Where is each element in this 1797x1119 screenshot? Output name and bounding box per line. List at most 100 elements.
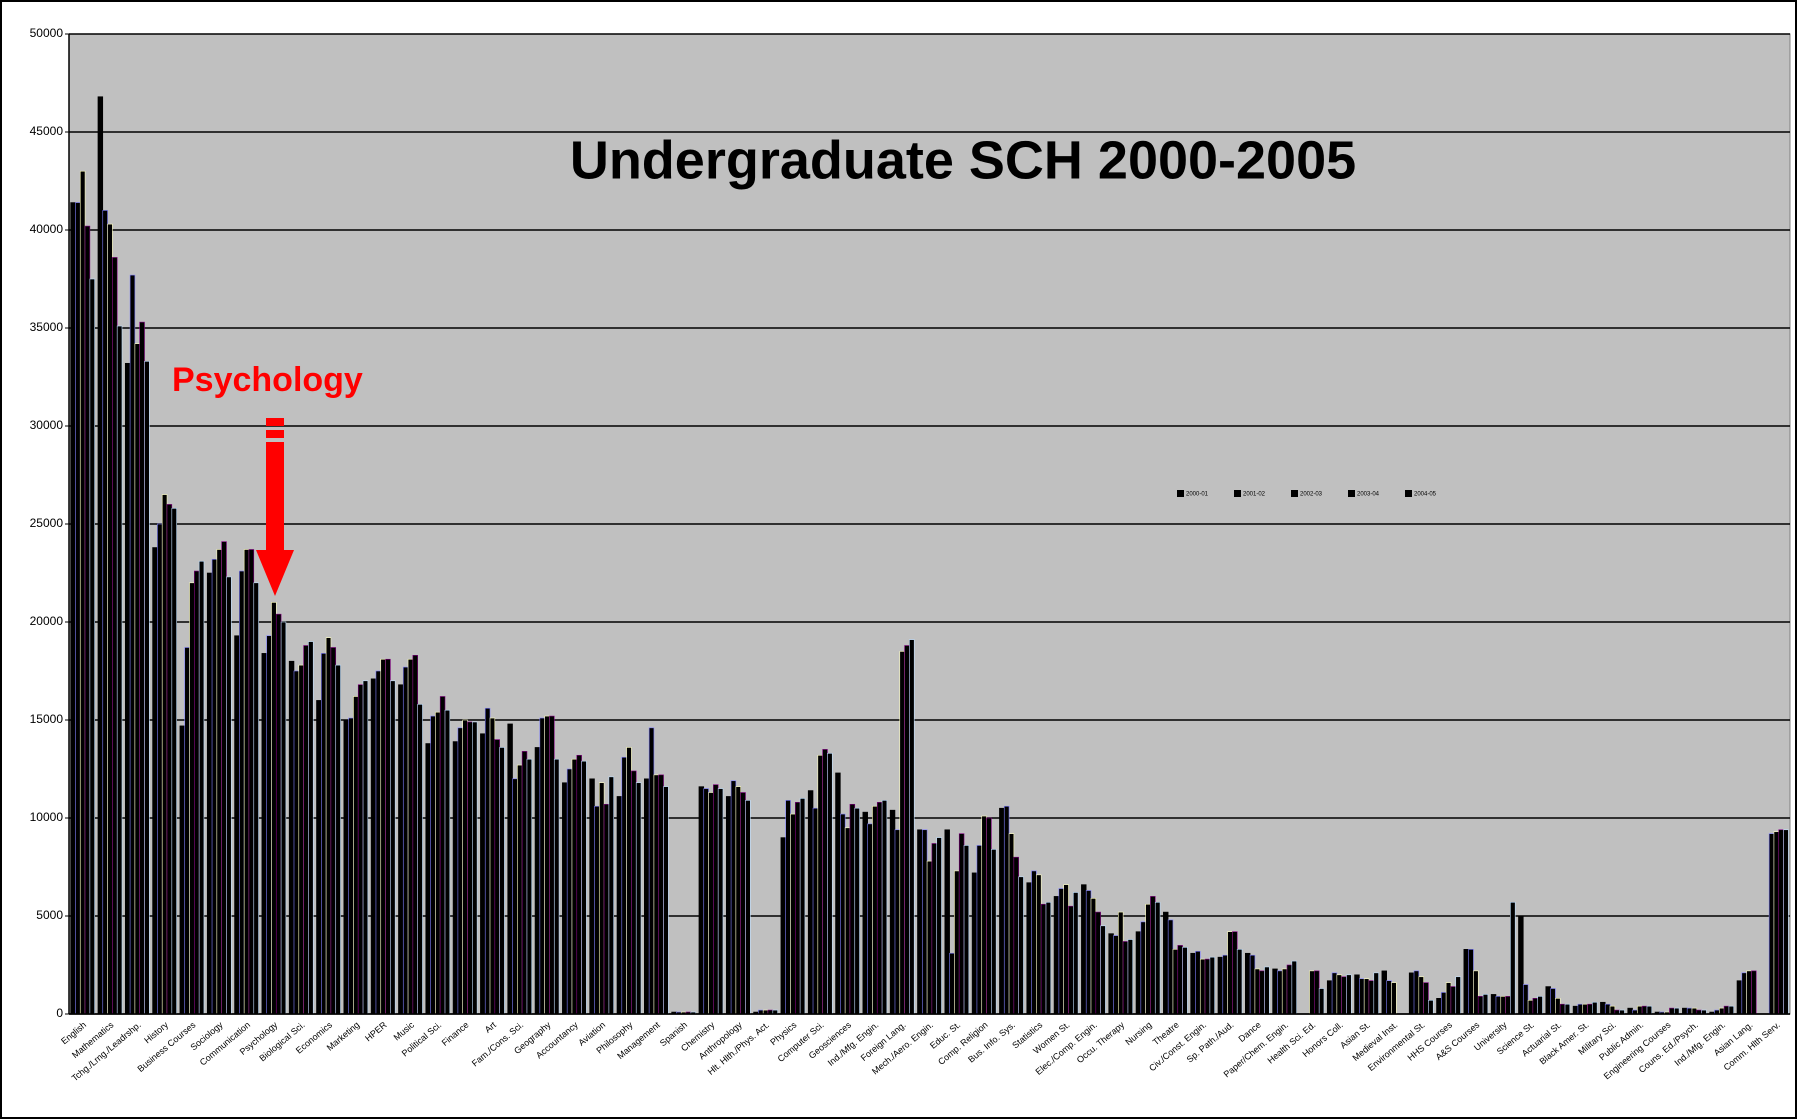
bar bbox=[1609, 1005, 1616, 1015]
bar bbox=[1341, 976, 1347, 1015]
legend-label: 2002-03 bbox=[1300, 492, 1323, 498]
bar bbox=[1641, 1005, 1648, 1015]
bar bbox=[226, 576, 232, 1015]
bar bbox=[594, 805, 600, 1015]
y-tick-label: 25000 bbox=[30, 516, 64, 530]
bar bbox=[562, 782, 568, 1015]
bar bbox=[1236, 949, 1243, 1015]
bar bbox=[412, 655, 418, 1015]
bar bbox=[608, 776, 615, 1015]
bar bbox=[658, 774, 664, 1015]
bar bbox=[166, 504, 173, 1015]
bar bbox=[362, 680, 369, 1015]
bar bbox=[1495, 996, 1502, 1015]
bar bbox=[298, 664, 304, 1015]
bar bbox=[112, 257, 118, 1015]
bar bbox=[107, 223, 113, 1015]
bar bbox=[1222, 954, 1228, 1015]
annotation-arrow bbox=[256, 418, 294, 596]
y-tick-label: 10000 bbox=[30, 810, 64, 824]
legend-label: 2000-01 bbox=[1186, 492, 1209, 498]
bar bbox=[807, 790, 814, 1015]
bar bbox=[1291, 960, 1297, 1015]
bar bbox=[1100, 925, 1106, 1015]
bar bbox=[1691, 1007, 1698, 1015]
bar bbox=[102, 210, 108, 1015]
bar bbox=[1318, 988, 1325, 1015]
y-tick-label: 5000 bbox=[36, 908, 63, 922]
bar bbox=[963, 845, 970, 1015]
bar bbox=[1477, 996, 1484, 1015]
bar bbox=[1195, 950, 1201, 1015]
bar bbox=[635, 782, 642, 1015]
bar bbox=[944, 829, 950, 1015]
bar bbox=[1346, 974, 1352, 1015]
bar bbox=[325, 637, 332, 1015]
bar bbox=[1577, 1003, 1584, 1015]
bar bbox=[1072, 892, 1079, 1015]
bar bbox=[1728, 1005, 1735, 1015]
bar bbox=[1281, 968, 1288, 1015]
bar bbox=[740, 792, 746, 1015]
bar bbox=[152, 547, 158, 1015]
bar bbox=[79, 170, 86, 1015]
bar bbox=[1408, 972, 1415, 1015]
bar bbox=[1058, 888, 1064, 1015]
bar bbox=[1286, 964, 1293, 1015]
bar bbox=[894, 829, 901, 1015]
bar bbox=[1145, 903, 1151, 1015]
bar bbox=[1555, 998, 1561, 1015]
bar bbox=[713, 784, 719, 1015]
bar bbox=[507, 723, 513, 1015]
bar bbox=[1331, 972, 1338, 1015]
bar bbox=[1040, 903, 1047, 1015]
bar bbox=[1600, 1001, 1606, 1015]
bar bbox=[1336, 974, 1342, 1015]
bar bbox=[494, 739, 500, 1015]
bar bbox=[1244, 952, 1251, 1015]
bar bbox=[1264, 966, 1270, 1015]
bar bbox=[248, 549, 255, 1015]
legend-swatch bbox=[1405, 490, 1412, 497]
bar bbox=[239, 570, 245, 1015]
bar bbox=[467, 721, 473, 1015]
bar bbox=[1418, 976, 1424, 1015]
bar bbox=[1646, 1005, 1653, 1015]
legend-swatch bbox=[1177, 490, 1184, 497]
bar bbox=[1436, 998, 1442, 1015]
bar bbox=[1167, 919, 1174, 1015]
bar bbox=[1045, 901, 1052, 1015]
bar bbox=[1003, 805, 1010, 1015]
bar bbox=[462, 719, 468, 1015]
bar bbox=[653, 774, 660, 1015]
bar bbox=[380, 658, 386, 1015]
bar bbox=[1423, 982, 1429, 1015]
bar bbox=[1500, 996, 1506, 1015]
bar bbox=[708, 792, 714, 1015]
bar bbox=[321, 653, 327, 1015]
bar bbox=[1031, 870, 1037, 1015]
bar bbox=[1751, 970, 1757, 1015]
bar bbox=[521, 751, 528, 1015]
bar bbox=[343, 719, 349, 1015]
bar bbox=[452, 741, 459, 1015]
bar bbox=[717, 788, 724, 1015]
bar bbox=[308, 641, 314, 1015]
bar bbox=[1068, 905, 1074, 1015]
bar bbox=[480, 733, 486, 1015]
bar bbox=[827, 753, 833, 1015]
bar bbox=[954, 870, 960, 1015]
bar bbox=[840, 813, 846, 1015]
bar bbox=[889, 809, 896, 1015]
bar bbox=[926, 860, 933, 1015]
bar bbox=[70, 202, 76, 1015]
bar bbox=[1386, 980, 1392, 1015]
bar bbox=[1637, 1005, 1643, 1015]
bar bbox=[958, 833, 965, 1015]
bar bbox=[417, 704, 423, 1015]
bar bbox=[999, 807, 1005, 1015]
bar bbox=[303, 645, 309, 1015]
bar bbox=[1468, 949, 1474, 1015]
bar bbox=[398, 684, 404, 1015]
